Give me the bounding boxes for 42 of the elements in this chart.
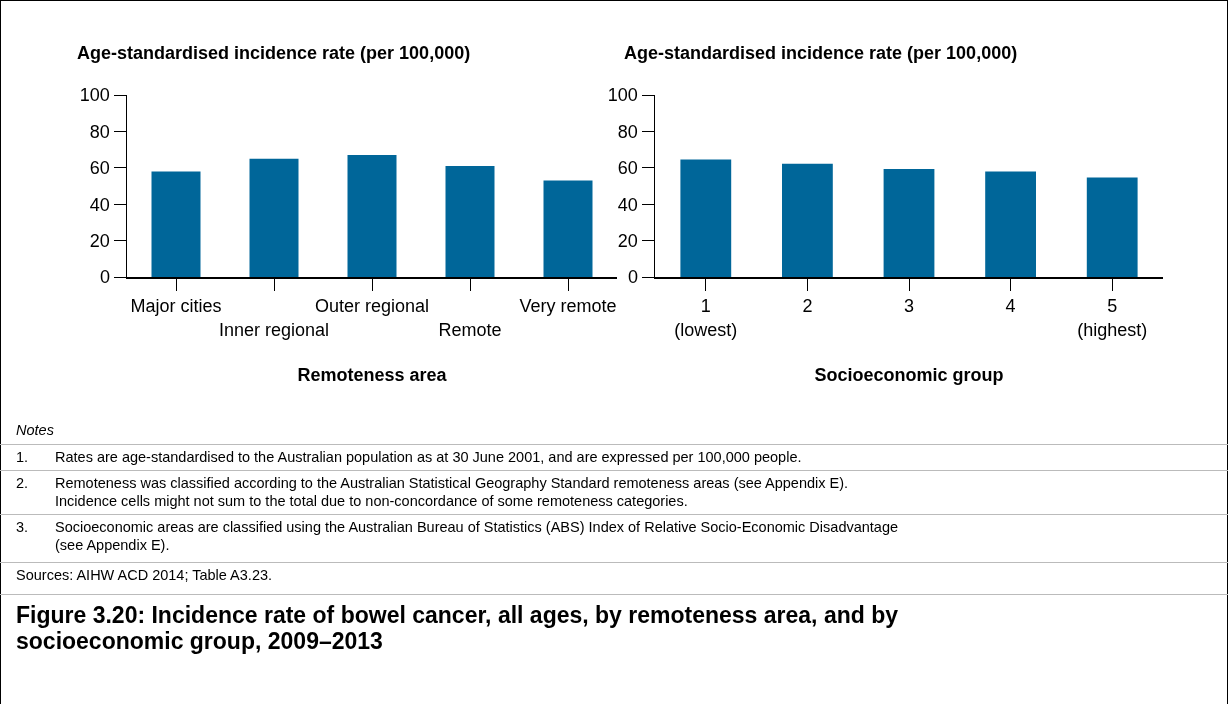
y-tick-label: 80 [89, 121, 110, 142]
bar [543, 180, 593, 277]
bar [1086, 177, 1138, 277]
x-tick-label: Major cities [130, 296, 222, 317]
bar [782, 163, 833, 277]
bar [883, 168, 935, 277]
x-tick-label: 1 (lowest) [674, 296, 738, 340]
x-tick-label: 5 (highest) [1077, 296, 1148, 340]
x-tick-label: Very remote [519, 296, 617, 317]
x-tick-label: Remote [438, 319, 502, 340]
text: Notes [16, 421, 54, 439]
x-tick-label: Inner regional [218, 319, 330, 340]
y-tick-label: 0 [627, 267, 638, 288]
x-tick-label: Outer regional [314, 296, 430, 317]
bar [151, 171, 201, 277]
y-tick-label: 60 [89, 158, 110, 179]
x-axis-title: Remoteness area [297, 365, 448, 386]
text: Figure 3.20: Incidence rate of bowel cancer, all ages, by remoteness area, and by socioeconomic group, 2009–2013 [16, 602, 899, 654]
x-tick-label: 2 [802, 296, 813, 317]
text: 3. Socioeconomic areas are classified using the Australian Bureau of Statistics (ABS) Index of Relative Socio-Economic Disadvantage (see Appendix E). [16, 519, 899, 553]
x-axis-title: Socioeconomic group [814, 365, 1004, 386]
y-tick-label: 20 [617, 230, 638, 251]
y-tick-label: 60 [617, 158, 638, 179]
x-tick-label: 3 [903, 296, 915, 317]
y-tick-label: 40 [617, 194, 638, 215]
y-tick-label: 100 [79, 85, 110, 106]
y-tick-label: 80 [617, 121, 638, 142]
x-tick-label: 4 [1005, 296, 1016, 317]
bar [680, 159, 732, 277]
source-note: Sources: AIHW ACD 2014; Table A3.23. [16, 566, 273, 584]
bar [347, 155, 397, 277]
text: 1. Rates are age-standardised to the Australian population as at 30 June 2001, and are expressed per 100,000 people. [16, 449, 802, 465]
y-axis-title: Age-standardised incidence rate (per 100,000) [624, 43, 1018, 63]
bar [445, 165, 495, 277]
y-tick-label: 20 [89, 230, 110, 251]
y-tick-label: 40 [89, 194, 110, 215]
y-tick-label: 100 [607, 85, 638, 106]
bar [249, 158, 299, 277]
text: 2. Remoteness was classified according to the Australian Statistical Geography Standard remoteness areas (see Appendix E). Incidence cells might not sum to the total due to non-concordance of some remoteness categories. [16, 475, 849, 509]
y-axis-title: Age-standardised incidence rate (per 100,000) [77, 43, 471, 63]
y-tick-label: 0 [99, 267, 110, 288]
bar [985, 171, 1036, 277]
